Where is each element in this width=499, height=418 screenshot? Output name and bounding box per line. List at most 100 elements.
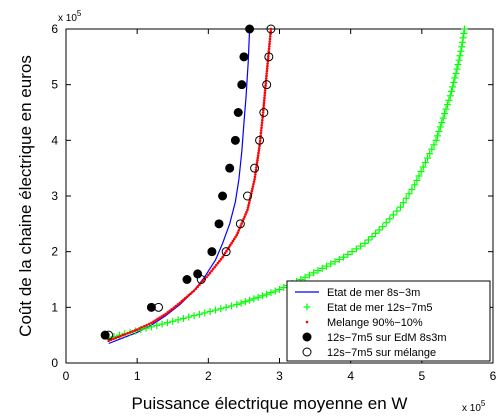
series-point [218, 191, 228, 201]
series-point [185, 313, 193, 321]
series-point [451, 74, 459, 82]
series-point [266, 64, 269, 68]
legend-swatch [302, 332, 312, 342]
series-point [230, 241, 233, 245]
series-point [182, 298, 185, 302]
series-point [253, 178, 256, 181]
series-point [318, 264, 326, 272]
series-point [158, 320, 166, 328]
series-point [450, 78, 458, 86]
series-point [438, 119, 446, 127]
series-point [344, 250, 352, 258]
series-point [142, 324, 146, 328]
series-point [150, 321, 153, 325]
series-point [237, 80, 247, 90]
series-point [263, 89, 267, 92]
series-point [121, 333, 125, 337]
series-point [231, 239, 235, 243]
series-point [457, 47, 465, 55]
series-point [242, 191, 252, 201]
series-point [254, 293, 262, 301]
series-point [261, 113, 265, 117]
series-point [435, 127, 443, 135]
series-point [183, 296, 187, 300]
x-axis-label: Puissance électrique moyenne en W [132, 394, 408, 413]
series-point [189, 292, 192, 295]
series-point [268, 35, 272, 38]
series-point [158, 316, 161, 320]
series-point [256, 158, 259, 162]
series-point [211, 267, 215, 271]
series-point [237, 229, 241, 232]
series-point [229, 243, 232, 247]
series-point [253, 175, 257, 179]
series-point [260, 126, 263, 130]
series-point [396, 203, 404, 211]
legend-label: Etat de mer 12s−7m5 [327, 302, 432, 314]
series-point [268, 42, 271, 46]
series-point [194, 287, 198, 290]
series-point [267, 54, 270, 58]
series-3 [100, 24, 255, 340]
series-point [140, 326, 144, 329]
series-point [259, 136, 262, 140]
series-point [267, 49, 271, 53]
series-point [263, 96, 266, 100]
series-point [261, 111, 265, 114]
legend-entry: Melange 90%−10% [305, 317, 423, 329]
series-point [335, 255, 343, 263]
series-2 [107, 27, 273, 343]
y-exponent-power: 5 [77, 9, 82, 18]
series-point [255, 166, 258, 169]
series-point [419, 163, 427, 171]
series-point [225, 249, 228, 253]
ticks-layer: 0 1 2 3 4 5 6 0 1 2 3 4 5 6 [51, 22, 496, 383]
series-point [211, 306, 219, 314]
series-point [146, 302, 156, 312]
series-point [263, 290, 271, 298]
x-tick-label: 6 [490, 369, 497, 383]
series-point [251, 187, 254, 191]
series-point [216, 261, 220, 265]
series-point [421, 159, 429, 167]
y-tick-label: 3 [51, 189, 58, 203]
series-point [145, 323, 148, 327]
series-point [301, 273, 309, 281]
series-point [441, 110, 449, 118]
series-point [327, 260, 335, 268]
series-point [163, 319, 171, 327]
series-point [201, 279, 205, 283]
series-point [271, 287, 279, 295]
legend-box [286, 280, 491, 362]
series-point [260, 124, 264, 127]
series-point [263, 91, 267, 95]
legend-label: 12s−7m5 sur mélange [327, 347, 436, 359]
series-point [116, 335, 120, 339]
x-exponent-power: 5 [481, 399, 486, 408]
series-point [266, 24, 276, 34]
series-point [218, 259, 221, 263]
series-point [243, 215, 246, 219]
series-point [264, 77, 268, 80]
series-point [233, 301, 241, 309]
series-point [244, 213, 247, 216]
series-point [257, 151, 260, 155]
series-point [447, 87, 455, 95]
series-point [154, 302, 164, 312]
series-point [162, 313, 165, 317]
series-point [187, 293, 191, 297]
series-point [322, 262, 330, 270]
series-point [459, 34, 467, 42]
series-point [402, 194, 410, 202]
series-point [152, 320, 155, 323]
series-point [196, 275, 206, 284]
series-point [235, 219, 245, 229]
legend-label: Melange 90%−10% [327, 317, 423, 329]
series-point [266, 57, 270, 60]
series-point [257, 149, 261, 152]
legend-entry: Etat de mer 12s−7m5 [303, 302, 432, 314]
series-point [239, 52, 249, 62]
series-point [456, 52, 464, 60]
series-point [251, 185, 255, 188]
legend-label: 12s−7m5 sur EdM 8s3m [327, 332, 447, 344]
